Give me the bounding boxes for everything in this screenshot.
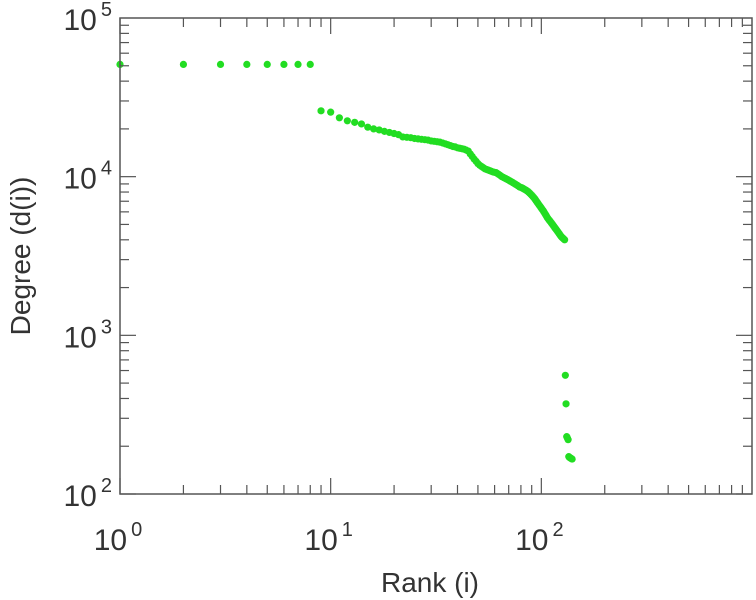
axis-ticks [119, 18, 752, 495]
x-tick-labels: 10 0 10 1 10 2 [94, 519, 564, 557]
data-point [562, 400, 570, 408]
data-point [327, 108, 335, 116]
data-point [280, 60, 288, 68]
data-points [116, 60, 576, 463]
x-axis-label: Rank (i) [381, 567, 479, 598]
data-point [294, 60, 302, 68]
data-point [351, 118, 359, 126]
data-point [561, 236, 569, 244]
data-point [561, 371, 569, 379]
plot-frame [119, 17, 753, 495]
data-point [335, 114, 343, 122]
data-point [243, 60, 251, 68]
x-tick-label: 10 0 [94, 519, 143, 557]
data-point [263, 60, 271, 68]
y-tick-label: 10 4 [64, 158, 113, 196]
data-point [343, 117, 351, 125]
data-point [564, 436, 572, 444]
data-point [370, 125, 378, 133]
data-point [317, 107, 325, 115]
data-point [568, 455, 576, 463]
x-tick-label: 10 2 [515, 519, 564, 557]
y-tick-label: 10 5 [64, 0, 113, 37]
data-point [357, 120, 366, 128]
y-axis-label: Degree (d(i)) [5, 177, 36, 336]
data-point [179, 60, 188, 68]
data-point [364, 123, 372, 131]
y-tick-label: 10 3 [64, 316, 113, 354]
data-point [306, 60, 314, 68]
y-tick-label: 10 2 [64, 475, 113, 513]
data-point [216, 60, 225, 68]
x-tick-label: 10 1 [304, 519, 353, 557]
